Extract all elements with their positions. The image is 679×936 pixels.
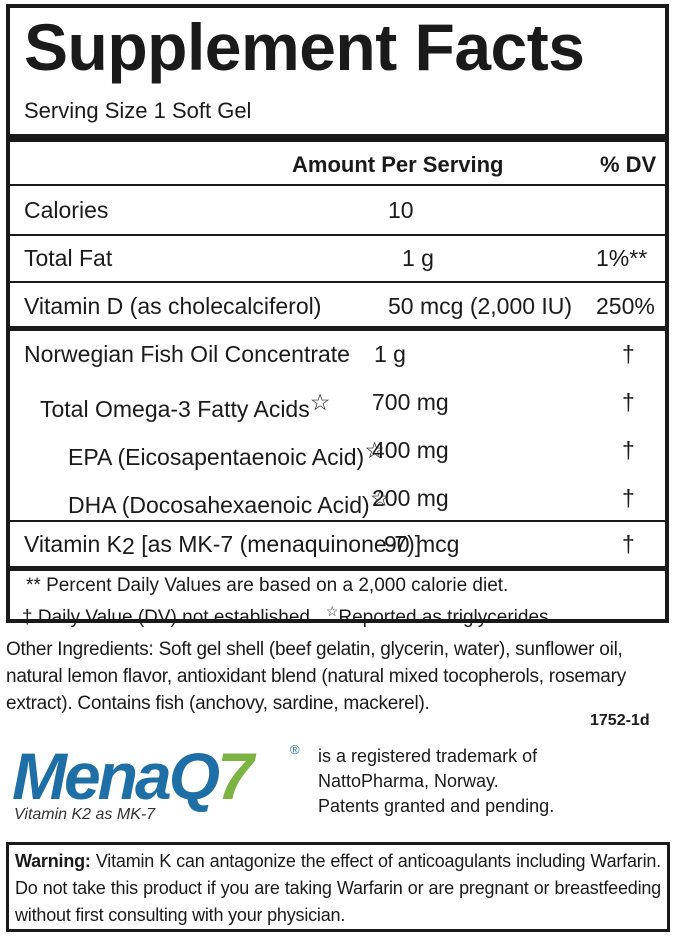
warning-label: Warning: — [15, 851, 91, 871]
menaq7-logo: MenaQ7 ® Vitamin K2 as MK-7 — [6, 739, 306, 828]
row-vitamin-k2: Vitamin K2 [as MK-7 (menaquinone-7)] 90 … — [10, 520, 665, 568]
dagger-mark: † — [622, 485, 635, 511]
nutrient-amount: 400 mg — [372, 437, 449, 463]
nutrient-name: Vitamin D (as cholecalciferol) — [24, 293, 322, 319]
nutrient-amount: 1 g — [402, 245, 434, 271]
column-header-dv: % DV — [600, 152, 657, 177]
column-header-amount: Amount Per Serving — [292, 152, 504, 177]
footnote-dv-not-established: † Daily Value (DV) not established. ☆Rep… — [22, 603, 554, 628]
serving-size: Serving Size 1 Soft Gel — [24, 98, 252, 123]
nutrient-amount: 90 mcg — [384, 531, 460, 557]
panel-title: Supplement Facts — [24, 10, 585, 84]
star-icon: ☆ — [309, 389, 331, 415]
nutrient-name: Calories — [24, 197, 109, 223]
logo-tagline: Vitamin K2 as MK-7 — [14, 806, 156, 823]
footnote-daily-values: ** Percent Daily Values are based on a 2… — [26, 575, 509, 596]
star-icon: ☆ — [364, 437, 385, 463]
star-icon: ☆ — [325, 603, 339, 619]
row-epa: EPA (Eicosapentaenoic Acid)☆ 400 mg † — [10, 426, 665, 474]
other-ingredients: Other Ingredients: Soft gel shell (beef … — [6, 639, 626, 714]
row-calories: Calories 10 — [10, 186, 665, 234]
divider-thick — [10, 566, 665, 571]
warning-text: Vitamin K can antagonize the effect of a… — [15, 851, 661, 925]
nutrient-name: Norwegian Fish Oil Concentrate — [24, 341, 350, 367]
divider — [10, 184, 665, 186]
row-omega-3: Total Omega-3 Fatty Acids☆ 700 mg † — [10, 378, 665, 426]
supplement-facts-panel: Supplement Facts Serving Size 1 Soft Gel… — [6, 4, 669, 628]
nutrient-name: Vitamin K2 [as MK-7 (menaquinone-7)] — [24, 531, 422, 559]
registered-mark: ® — [290, 742, 300, 757]
divider-thick — [10, 326, 665, 331]
lot-code: 1752-1d — [590, 712, 650, 729]
nutrient-amount: 1 g — [374, 341, 406, 367]
nutrient-name: EPA (Eicosapentaenoic Acid)☆ — [68, 437, 385, 470]
nutrient-name: Total Fat — [24, 245, 113, 271]
nutrient-dv: 1%** — [596, 245, 648, 271]
divider — [10, 520, 665, 522]
row-vitamin-d: Vitamin D (as cholecalciferol) 50 mcg (2… — [10, 282, 665, 330]
nutrient-amount: 700 mg — [372, 389, 449, 415]
dagger-mark: † — [622, 341, 635, 367]
row-total-fat: Total Fat 1 g 1%** — [10, 234, 665, 282]
row-dha: DHA (Docosahexaenoic Acid)☆ 200 mg † — [10, 474, 665, 522]
divider — [10, 281, 665, 283]
dagger-mark: † — [622, 437, 635, 463]
warning-box: Warning: Vitamin K can antagonize the ef… — [6, 842, 670, 932]
nutrient-name: Total Omega-3 Fatty Acids☆ — [40, 389, 331, 422]
star-icon: ☆ — [369, 485, 391, 511]
nutrient-amount: 10 — [388, 197, 414, 223]
nutrient-name: DHA (Docosahexaenoic Acid)☆ — [68, 485, 391, 518]
nutrient-amount: 200 mg — [372, 485, 449, 511]
logo-wordmark: MenaQ7 — [12, 739, 254, 813]
dagger-mark: † — [622, 389, 635, 415]
dagger-mark: † — [622, 531, 635, 557]
row-fish-oil: Norwegian Fish Oil Concentrate 1 g † — [10, 330, 665, 378]
trademark-notice: is a registered trademark of NattoPharma… — [318, 746, 555, 816]
nutrient-dv: 250% — [596, 293, 655, 319]
nutrient-amount: 50 mcg (2,000 IU) — [388, 293, 573, 319]
divider — [10, 234, 665, 236]
divider-thick — [10, 134, 665, 142]
